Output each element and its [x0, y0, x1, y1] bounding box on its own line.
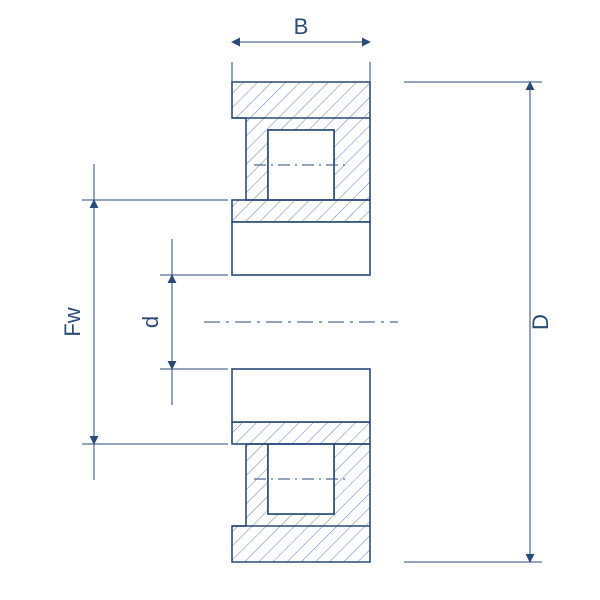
dim-label-D: D	[528, 314, 553, 330]
dim-label-B: B	[294, 14, 309, 39]
bearing-cross-section: B Dd Fw	[0, 0, 600, 600]
dim-label-d: d	[138, 316, 163, 328]
dim-label-Fw: Fw	[60, 307, 85, 336]
